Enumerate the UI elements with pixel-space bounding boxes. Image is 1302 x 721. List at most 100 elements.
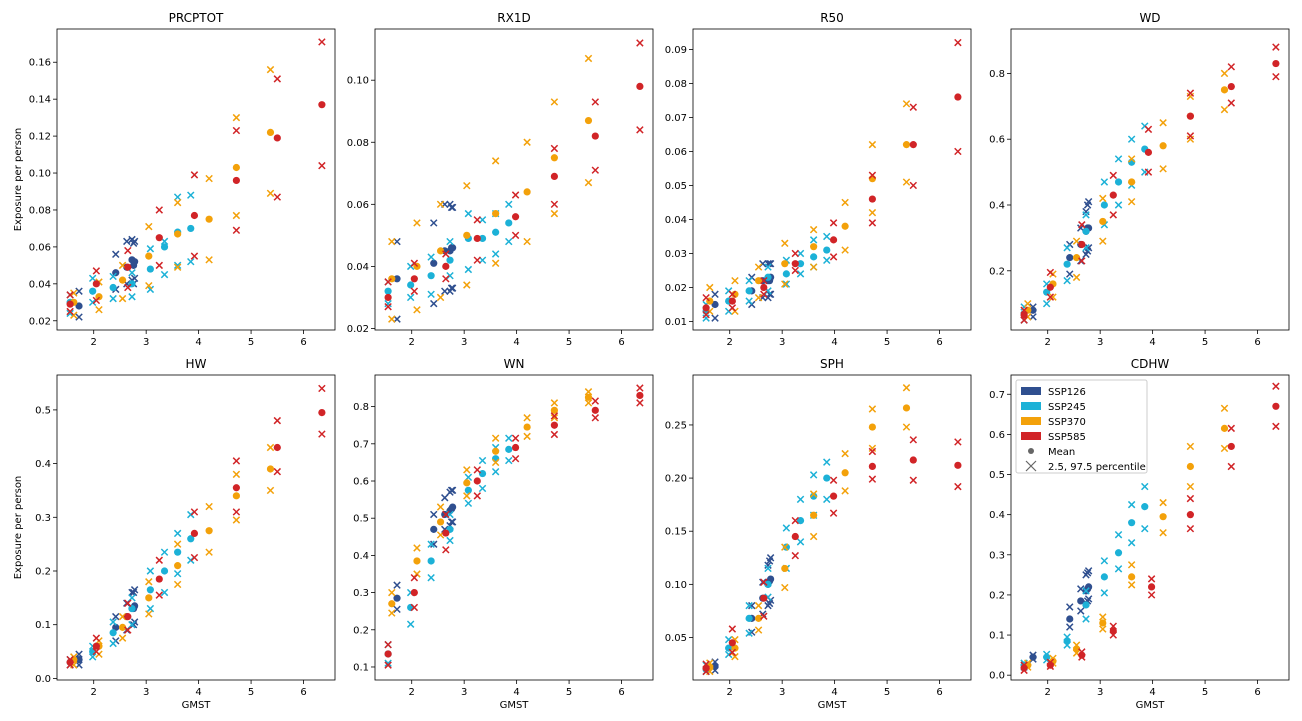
mean-marker: [160, 567, 169, 575]
percentile-marker: [160, 548, 169, 556]
panel-r50: R50 2 3 4 5 6 0.01 0.02 0.03 0.04 0.05 0.06 0.07 0.08…: [665, 11, 972, 348]
percentile-marker: [145, 222, 153, 231]
percentile-marker: [1227, 462, 1236, 471]
percentile-marker: [829, 253, 838, 261]
mean-marker: [584, 116, 593, 125]
percentile-marker: [1159, 528, 1167, 537]
y-tick-label: 0.7: [989, 390, 1005, 401]
y-tick-label: 0.10: [665, 580, 687, 591]
percentile-marker: [550, 200, 559, 209]
percentile-marker: [232, 113, 241, 122]
series-ssp126: [1029, 567, 1093, 663]
y-tick-label: 0.09: [665, 45, 687, 56]
percentile-marker: [448, 518, 457, 526]
percentile-marker: [1227, 99, 1236, 107]
percentile-marker: [232, 508, 241, 516]
percentile-marker: [523, 414, 531, 422]
percentile-marker: [160, 588, 169, 597]
percentile-marker: [173, 261, 182, 270]
series-ssp585: [66, 384, 326, 669]
percentile-marker: [1186, 524, 1195, 533]
mean-marker: [760, 283, 768, 292]
mean-marker: [868, 195, 876, 203]
percentile-marker: [1082, 587, 1090, 595]
percentile-marker: [388, 315, 396, 323]
percentile-marker: [146, 604, 155, 613]
mean-marker: [463, 479, 471, 487]
mean-marker: [66, 300, 74, 308]
percentile-marker: [266, 443, 275, 452]
percentile-marker: [591, 397, 600, 405]
panel-title: HW: [186, 357, 207, 371]
mean-marker: [1159, 142, 1167, 150]
percentile-marker: [88, 298, 97, 307]
percentile-marker: [550, 209, 559, 218]
mean-marker: [1227, 82, 1235, 91]
percentile-marker: [766, 554, 775, 562]
series-ssp585: [66, 38, 326, 316]
mean-marker: [754, 277, 763, 285]
percentile-marker: [173, 263, 182, 271]
mean-marker: [190, 211, 199, 220]
percentile-marker: [1127, 581, 1136, 589]
percentile-marker: [128, 594, 136, 602]
percentile-marker: [1114, 530, 1123, 539]
percentile-marker: [109, 618, 117, 626]
percentile-marker: [1272, 72, 1280, 81]
mean-marker: [109, 629, 117, 637]
y-tick-label: 0.02: [665, 283, 687, 294]
percentile-marker: [430, 510, 438, 519]
mean-marker: [232, 163, 240, 172]
mean-marker: [505, 219, 513, 227]
x-tick-label: 2: [727, 687, 733, 698]
series-ssp370: [70, 65, 275, 319]
mean-marker: [1128, 178, 1136, 186]
x-tick-label: 2: [91, 337, 97, 348]
mean-marker: [954, 461, 962, 469]
percentile-marker: [427, 540, 435, 548]
series-ssp370: [706, 384, 911, 676]
mean-marker: [1066, 615, 1074, 623]
series-ssp370: [388, 388, 593, 617]
mean-marker: [754, 614, 763, 622]
mean-marker: [1072, 645, 1081, 653]
x-axis-label: GMST: [182, 700, 212, 711]
mean-marker: [232, 492, 240, 500]
x-tick-label: 6: [618, 687, 624, 698]
percentile-marker: [448, 284, 457, 292]
mean-marker: [89, 287, 97, 295]
mean-marker: [636, 82, 644, 91]
percentile-marker: [902, 100, 911, 108]
percentile-marker: [232, 126, 241, 135]
percentile-marker: [809, 225, 818, 234]
percentile-marker: [75, 313, 83, 321]
percentile-marker: [205, 256, 213, 264]
mean-marker: [384, 287, 392, 295]
percentile-marker: [128, 293, 136, 301]
percentile-marker: [146, 567, 155, 575]
x-tick-label: 5: [884, 337, 890, 348]
mean-marker: [1128, 519, 1136, 527]
legend-label: SSP126: [1048, 387, 1086, 398]
mean-marker: [473, 234, 481, 243]
percentile-marker: [782, 280, 791, 288]
percentile-marker: [702, 310, 710, 319]
mean-marker: [464, 486, 472, 494]
percentile-marker: [550, 144, 559, 153]
x-tick-label: 5: [1202, 337, 1208, 348]
mean-marker: [1227, 442, 1235, 451]
percentile-marker: [128, 620, 136, 629]
percentile-marker: [823, 495, 831, 504]
percentile-marker: [909, 103, 918, 111]
percentile-marker: [491, 467, 500, 476]
y-tick-label: 0.2: [989, 266, 1005, 277]
panel-title: CDHW: [1131, 357, 1170, 371]
percentile-marker: [764, 564, 772, 573]
mean-marker: [791, 532, 799, 541]
percentile-marker: [413, 219, 421, 227]
mean-marker: [636, 391, 644, 400]
percentile-marker: [781, 239, 789, 248]
percentile-marker: [187, 257, 195, 266]
percentile-marker: [463, 466, 471, 474]
mean-marker: [155, 234, 163, 242]
